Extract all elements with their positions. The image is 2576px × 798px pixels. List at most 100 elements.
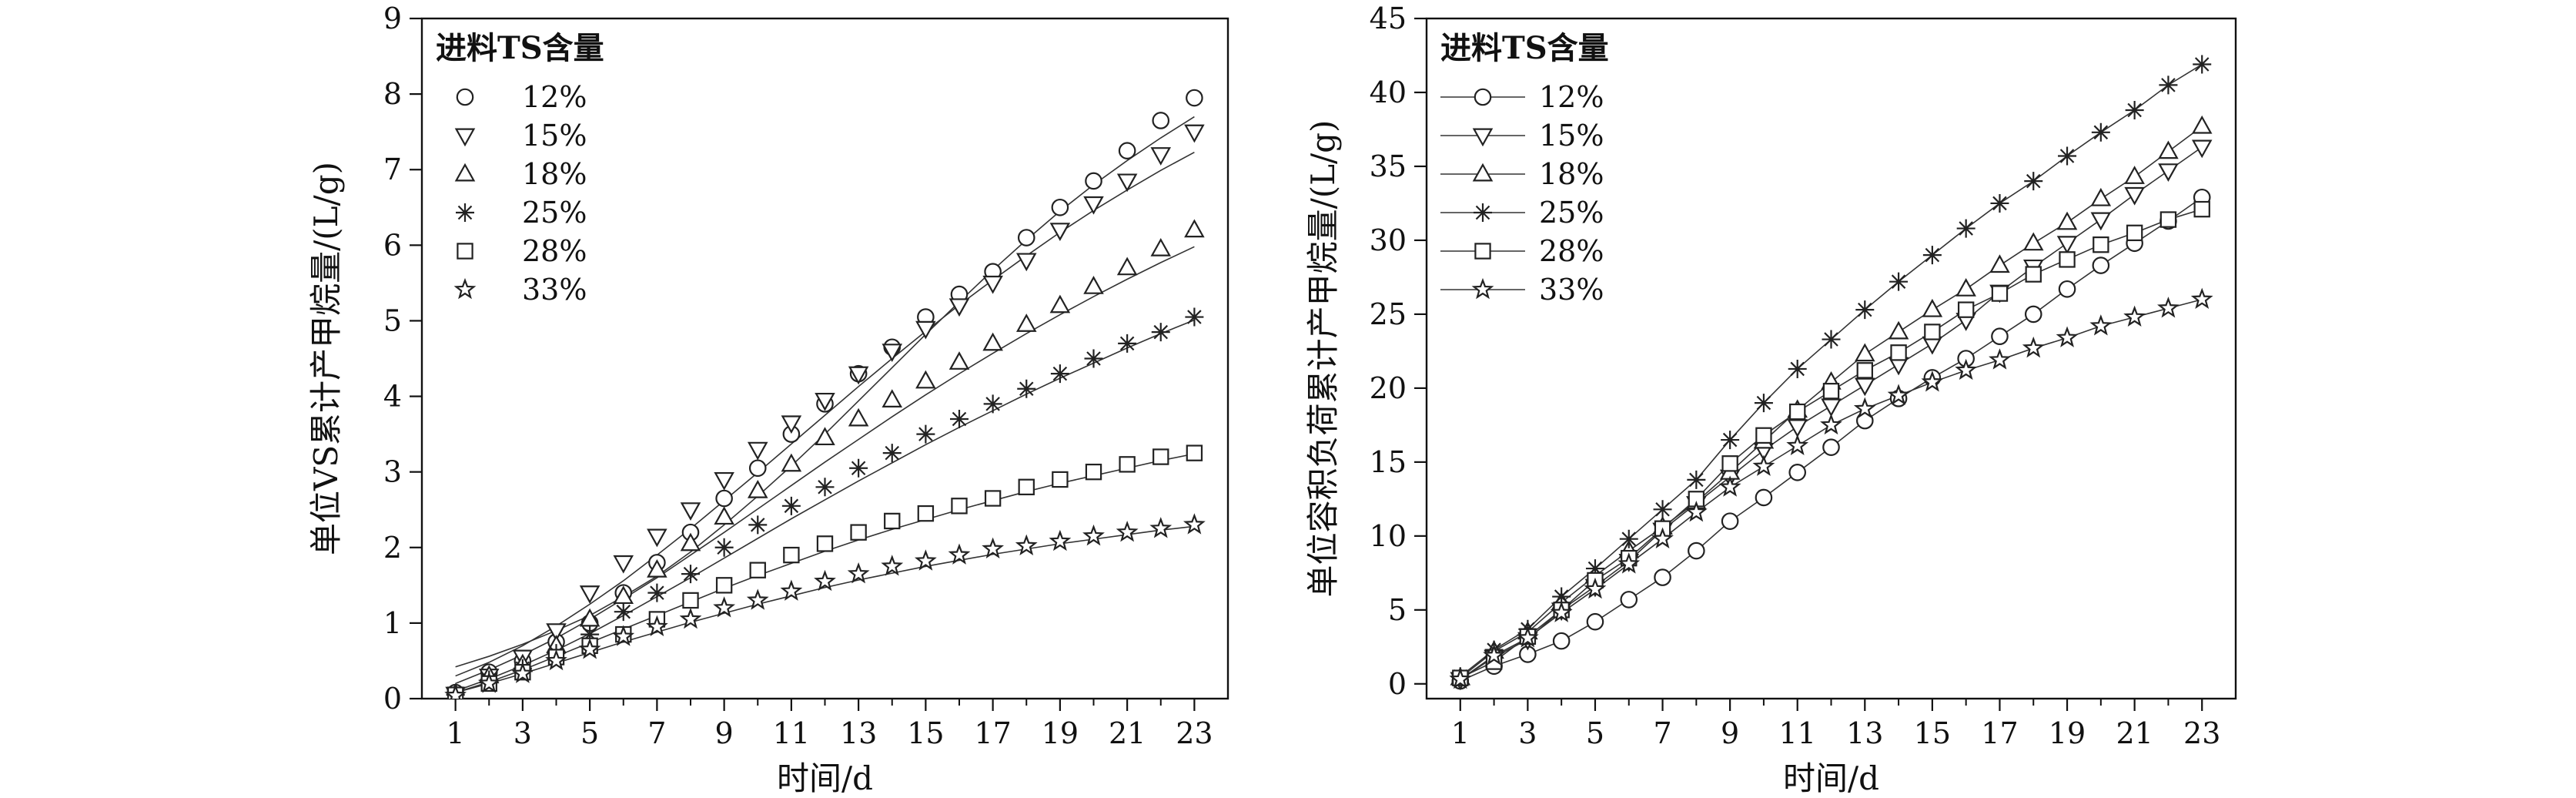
data-point	[1619, 529, 1638, 548]
y-tick-label: 30	[1370, 223, 1407, 257]
data-point	[2159, 211, 2177, 228]
legend-label: 15%	[522, 119, 587, 153]
legend-marker	[454, 163, 476, 182]
data-point	[2024, 172, 2043, 191]
data-point	[1449, 667, 1472, 689]
data-point	[1820, 413, 1842, 435]
y-tick-label: 9	[383, 2, 402, 35]
data-point	[1017, 379, 1036, 398]
data-point	[2191, 139, 2213, 159]
y-tick-label: 4	[383, 380, 402, 414]
data-point	[1584, 577, 1607, 599]
data-point	[580, 625, 600, 644]
data-point	[545, 649, 567, 671]
y-tick-label: 45	[1370, 2, 1407, 35]
data-point	[915, 370, 936, 389]
data-point	[781, 496, 801, 515]
legend-label: 18%	[522, 157, 587, 191]
data-point	[1922, 298, 1943, 317]
legend-label: 33%	[522, 273, 587, 307]
data-point	[1787, 419, 1808, 438]
data-point	[1085, 172, 1102, 190]
data-point	[1922, 246, 1942, 265]
data-point	[613, 555, 634, 574]
series-12pct	[1451, 188, 2211, 690]
data-point	[546, 623, 567, 642]
data-point	[1116, 521, 1139, 542]
data-point	[2092, 256, 2110, 274]
y-tick-label: 7	[383, 153, 402, 186]
data-point	[579, 585, 601, 604]
data-point	[1116, 173, 1138, 193]
legend-marker	[453, 277, 477, 300]
data-point	[2059, 251, 2076, 268]
legend-title: 进料TS含量	[436, 30, 604, 66]
data-point	[2125, 101, 2144, 120]
y-tick-label: 40	[1370, 75, 1407, 109]
data-point	[1890, 344, 1907, 361]
data-point	[848, 407, 869, 427]
data-point	[1651, 527, 1674, 548]
data-point	[1821, 398, 1842, 417]
data-point	[1116, 256, 1138, 276]
y-tick-label: 6	[383, 228, 402, 262]
x-tick-label: 7	[647, 716, 666, 750]
x-tick-label: 23	[2183, 716, 2220, 750]
data-point	[2191, 115, 2213, 134]
data-point	[1083, 276, 1104, 294]
data-point	[948, 351, 970, 370]
data-point	[847, 562, 870, 584]
y-tick-label: 25	[1370, 297, 1407, 331]
data-point	[714, 506, 734, 525]
data-point	[1688, 542, 1705, 560]
data-point	[1050, 364, 1069, 384]
data-point	[511, 662, 534, 683]
x-tick-label: 3	[1518, 716, 1537, 750]
data-point	[1855, 377, 1875, 397]
data-point	[1822, 330, 1841, 349]
legend-marker	[1474, 203, 1492, 222]
data-point	[2090, 187, 2112, 206]
legend-marker	[454, 128, 476, 147]
data-point	[1483, 644, 1505, 666]
data-point	[612, 625, 635, 646]
data-point	[578, 638, 601, 659]
data-point	[849, 458, 868, 478]
data-point	[1989, 254, 2010, 273]
data-point	[951, 498, 968, 515]
data-point	[915, 320, 936, 340]
data-point	[2159, 75, 2178, 95]
data-point	[1856, 362, 1873, 379]
data-point	[2022, 232, 2044, 251]
legend-marker	[1471, 277, 1494, 300]
data-point	[882, 444, 902, 463]
legend-label: 15%	[1539, 119, 1604, 153]
data-point	[444, 683, 467, 699]
data-point	[917, 505, 935, 522]
series-line-33pct	[1460, 298, 2203, 680]
data-point	[848, 366, 869, 385]
data-point	[1721, 512, 1739, 530]
data-point	[1152, 112, 1170, 129]
data-point	[1083, 196, 1104, 215]
data-point	[1015, 314, 1037, 332]
data-point	[1889, 272, 1909, 291]
y-tick-label: 10	[1370, 519, 1407, 553]
y-axis-label: 单位容积负荷累计产甲烷量/(L/g)	[1304, 120, 1342, 598]
x-tick-label: 19	[2049, 716, 2086, 750]
data-point	[2190, 287, 2213, 309]
data-point	[815, 392, 835, 411]
data-point	[1017, 229, 1035, 246]
data-point	[1184, 219, 1205, 238]
data-point	[713, 596, 736, 618]
legend-title: 进料TS含量	[1440, 30, 1609, 66]
data-point	[680, 532, 701, 552]
legend-label: 25%	[1539, 196, 1604, 230]
legend-marker	[1474, 88, 1492, 106]
data-point	[1921, 370, 1944, 392]
x-tick-label: 5	[580, 716, 599, 750]
x-tick-label: 11	[773, 716, 810, 750]
data-point	[1620, 591, 1638, 609]
data-point	[1887, 384, 1910, 405]
legend-marker	[1472, 163, 1494, 182]
